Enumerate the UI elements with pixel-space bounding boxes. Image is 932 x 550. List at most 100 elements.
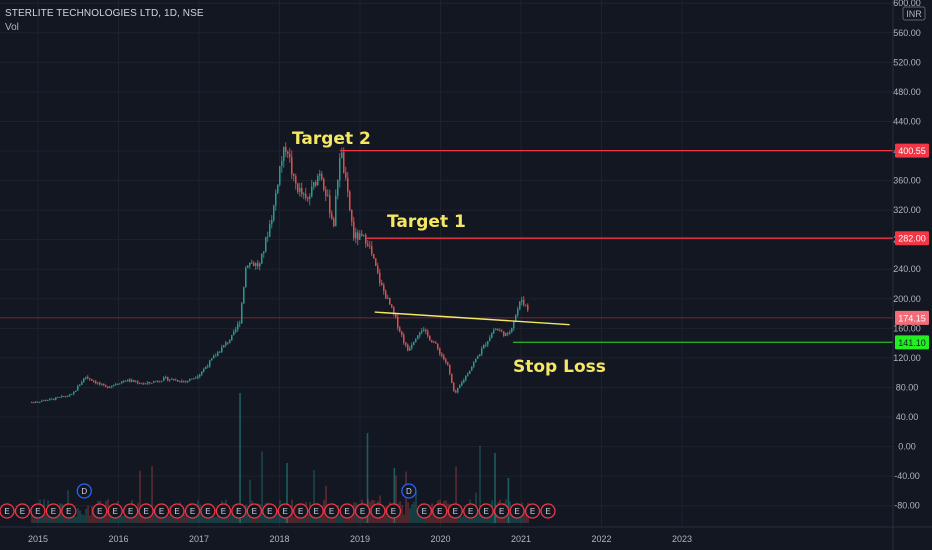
earnings-event-icon[interactable] xyxy=(262,503,278,519)
earnings-event-icon[interactable] xyxy=(0,503,15,519)
candle-body xyxy=(213,355,215,359)
candle-body xyxy=(443,355,445,360)
volume-bar xyxy=(133,514,135,523)
volume-bar xyxy=(263,511,265,523)
earnings-event-icon[interactable] xyxy=(478,503,494,519)
volume-bar xyxy=(139,470,141,523)
level-badge-label: 282.00 xyxy=(898,234,926,244)
candle-body xyxy=(109,386,111,388)
volume-bar xyxy=(473,514,475,523)
price-tick-label: -40.00 xyxy=(894,471,920,481)
earnings-event-icon[interactable] xyxy=(354,503,371,519)
earnings-event-icon[interactable] xyxy=(432,503,448,519)
volume-label: Vol xyxy=(5,22,19,33)
earnings-event-icon[interactable] xyxy=(92,503,108,519)
candle-body xyxy=(511,327,513,333)
earnings-event-icon[interactable] xyxy=(385,503,402,519)
volume-bar xyxy=(217,512,219,523)
candle-body xyxy=(383,284,385,292)
candle-body xyxy=(271,220,273,225)
earnings-event-icon[interactable] xyxy=(215,503,232,519)
candle-body xyxy=(497,329,499,331)
currency-badge[interactable]: INR xyxy=(902,6,926,21)
dividend-event-icon[interactable] xyxy=(76,483,92,499)
earnings-event-icon[interactable] xyxy=(308,503,324,519)
earnings-event-icon[interactable] xyxy=(153,503,170,519)
event-markers[interactable]: E E E E E D E E E E E E E E E E E E E E E E E E E E D E E E E E E E E E xyxy=(0,483,556,519)
candle-body xyxy=(43,400,45,401)
earnings-event-icon[interactable] xyxy=(107,503,123,519)
candle-body xyxy=(205,366,207,369)
earnings-event-icon[interactable] xyxy=(293,503,309,519)
candle-body xyxy=(479,354,481,356)
volume-bar xyxy=(313,470,315,523)
candle-body xyxy=(141,383,143,385)
dividend-event-icon[interactable] xyxy=(401,483,417,499)
earnings-event-icon[interactable] xyxy=(14,503,31,519)
price-levels xyxy=(0,149,893,343)
earnings-event-icon[interactable] xyxy=(200,503,216,519)
earnings-event-icon[interactable] xyxy=(169,503,185,519)
candle-body xyxy=(163,377,165,381)
earnings-event-icon[interactable] xyxy=(184,503,201,519)
earnings-event-icon[interactable] xyxy=(416,503,432,519)
event-marker-label: E xyxy=(329,507,334,516)
earnings-event-icon[interactable] xyxy=(540,503,556,519)
candle-body xyxy=(457,388,459,393)
candle-body xyxy=(127,379,129,381)
volume-bar xyxy=(253,514,255,523)
candle-body xyxy=(111,385,113,387)
earnings-event-icon[interactable] xyxy=(45,503,62,519)
candle-body xyxy=(445,359,447,363)
price-axis[interactable]: 600.00560.00520.00480.00440.00400.00360.… xyxy=(893,0,921,511)
candle-body xyxy=(297,183,299,192)
candle-body xyxy=(245,267,247,288)
earnings-event-icon[interactable] xyxy=(61,503,77,519)
candle-body xyxy=(51,398,53,400)
earnings-event-icon[interactable] xyxy=(138,503,154,519)
trendline-layer[interactable] xyxy=(374,311,570,326)
candle-body xyxy=(37,401,39,403)
earnings-event-icon[interactable] xyxy=(246,503,262,519)
trendline[interactable] xyxy=(374,311,570,326)
volume-bar xyxy=(87,505,89,523)
earnings-event-icon[interactable] xyxy=(123,503,139,519)
event-marker-label: D xyxy=(81,487,87,496)
candle-body xyxy=(97,382,99,384)
candle-body xyxy=(31,402,33,404)
earnings-event-icon[interactable] xyxy=(493,503,510,519)
earnings-event-icon[interactable] xyxy=(370,503,386,519)
candle-body xyxy=(413,342,415,345)
candle-body xyxy=(45,400,47,401)
candle-body xyxy=(225,342,227,346)
volume-bar xyxy=(393,468,396,523)
earnings-event-icon[interactable] xyxy=(463,503,479,519)
chart-title: STERLITE TECHNOLOGIES LTD, 1D, NSE xyxy=(5,8,204,19)
earnings-event-icon[interactable] xyxy=(277,503,293,519)
price-tick-label: 200.00 xyxy=(893,294,921,304)
earnings-event-icon[interactable] xyxy=(30,503,46,519)
volume-bar xyxy=(409,508,411,523)
earnings-event-icon[interactable] xyxy=(524,503,541,519)
volume-bar xyxy=(163,516,165,523)
earnings-event-icon[interactable] xyxy=(323,503,340,519)
volume-bar xyxy=(501,514,503,523)
candle-body xyxy=(481,348,483,355)
volume-bar xyxy=(523,510,525,523)
earnings-event-icon[interactable] xyxy=(231,503,247,519)
candle-body xyxy=(265,237,267,252)
candle-body xyxy=(287,151,289,155)
earnings-event-icon[interactable] xyxy=(339,503,355,519)
level-badge xyxy=(895,310,929,325)
candle-body xyxy=(477,355,479,359)
earnings-event-icon[interactable] xyxy=(509,503,525,519)
volume-bar xyxy=(109,513,111,523)
candle-body xyxy=(345,172,347,178)
candle-body xyxy=(263,251,265,254)
candlestick-series[interactable] xyxy=(31,142,529,404)
time-axis[interactable]: 2015 2016 2017 2018 2019 2020 2021 2022 2023 xyxy=(28,534,692,544)
candle-body xyxy=(153,381,155,383)
earnings-event-icon[interactable] xyxy=(447,503,463,519)
price-tick-label: 160.00 xyxy=(893,323,921,333)
